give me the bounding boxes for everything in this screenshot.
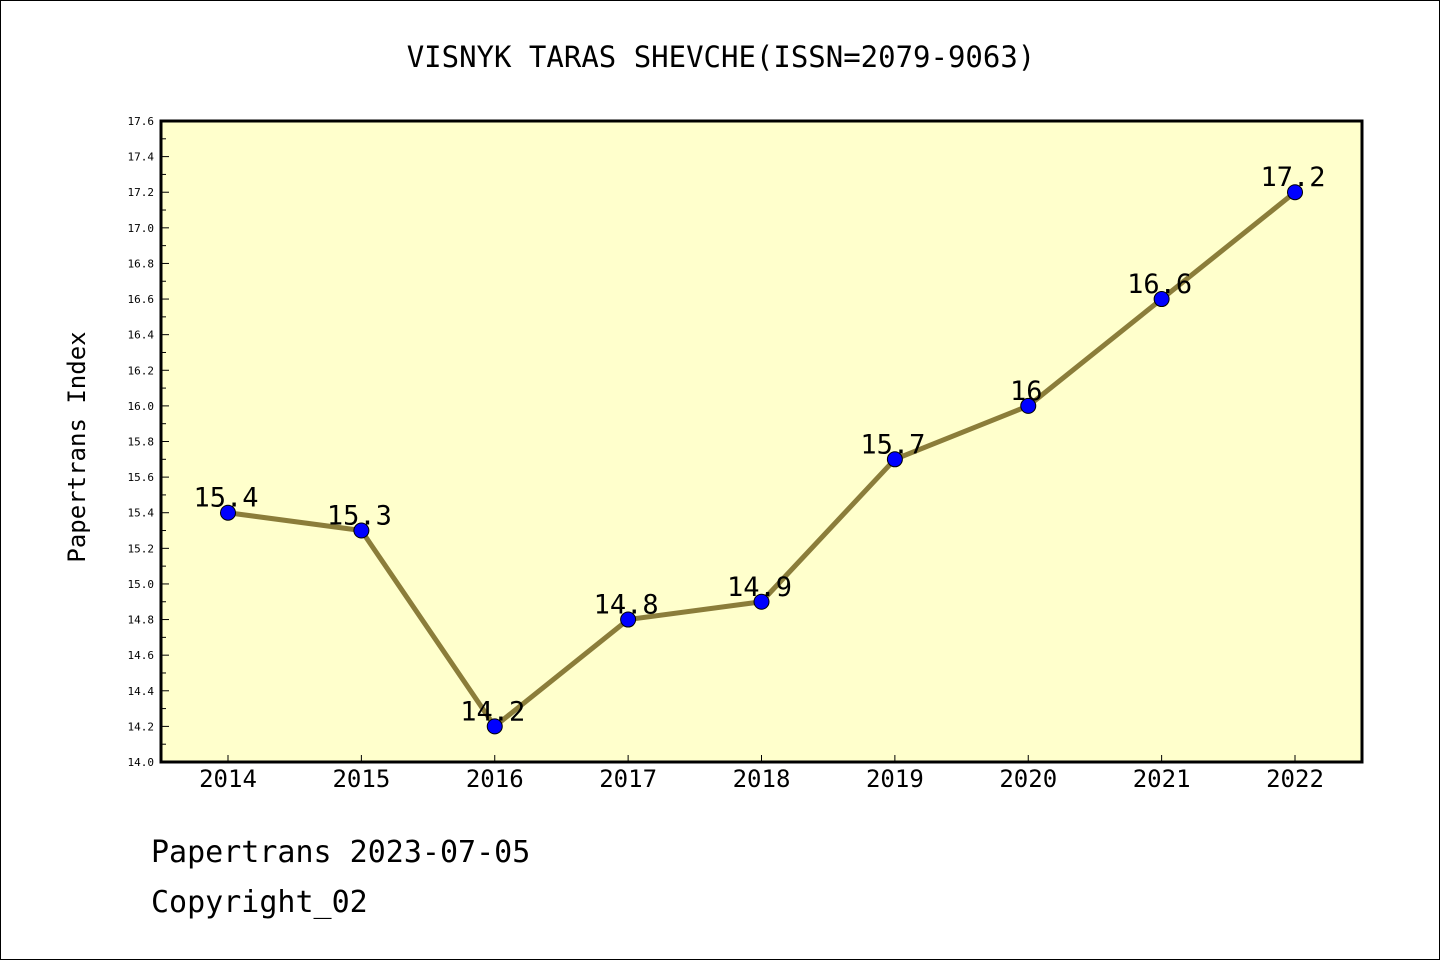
x-tick-label: 2016 — [466, 765, 524, 793]
data-label: 17.2 — [1260, 162, 1325, 193]
y-tick-label: 16.8 — [128, 257, 155, 270]
data-labels: 15.4 15.3 14.2 14.8 14.9 15.7 16 16.6 17.2 — [193, 162, 1325, 727]
x-tick-label: 2021 — [1133, 765, 1191, 793]
y-tick-label: 17.2 — [128, 186, 155, 199]
x-tick-label: 2019 — [866, 765, 924, 793]
footer-copyright: Copyright_02 — [151, 885, 368, 920]
y-tick-label: 17.0 — [128, 222, 155, 235]
y-tick-label: 14.6 — [128, 649, 155, 662]
x-tick-label: 2015 — [332, 765, 390, 793]
data-point — [620, 611, 637, 628]
y-tick-label: 17.4 — [128, 151, 155, 164]
plot-border — [159, 119, 1364, 764]
data-point — [1020, 397, 1037, 414]
data-point — [486, 718, 503, 735]
y-tick-label: 14.0 — [128, 756, 155, 769]
data-label: 16 — [1010, 376, 1043, 407]
data-point — [220, 504, 236, 521]
data-label: 14.8 — [594, 590, 659, 621]
y-tick-label: 15.6 — [128, 471, 155, 484]
data-point — [753, 593, 770, 610]
data-markers — [220, 184, 1303, 735]
y-tick-label: 16.6 — [128, 293, 155, 306]
data-point — [353, 522, 370, 539]
x-tick-label: 2018 — [733, 765, 791, 793]
data-label: 15.4 — [193, 483, 258, 514]
x-tick-label: 2020 — [999, 765, 1057, 793]
y-tick-label: 15.8 — [128, 436, 155, 449]
y-tick-label: 14.8 — [128, 614, 155, 627]
data-point — [1287, 184, 1303, 201]
data-label: 16.6 — [1127, 269, 1192, 300]
y-tick-label: 14.4 — [128, 685, 155, 698]
y-axis-label: Papertrans Index — [63, 331, 91, 562]
y-tick-label: 17.6 — [128, 115, 155, 128]
x-tick-label: 2022 — [1266, 765, 1324, 793]
chart-title: VISNYK TARAS SHEVCHE(ISSN=2079-9063) — [407, 40, 1036, 74]
y-tick-label: 15.4 — [128, 507, 155, 520]
data-point — [1153, 291, 1170, 308]
y-tick-label: 14.2 — [128, 720, 155, 733]
y-tick-label: 16.0 — [128, 400, 155, 413]
x-tick-label: 2017 — [599, 765, 657, 793]
x-tick-label: 2014 — [199, 765, 257, 793]
footer-date: Papertrans 2023-07-05 — [151, 835, 531, 870]
y-tick-label: 15.0 — [128, 578, 155, 591]
data-label: 15.3 — [327, 501, 392, 532]
x-axis-ticks: 2014 2015 2016 2017 2018 2019 2020 2021 2022 — [199, 755, 1324, 793]
data-label: 14.9 — [727, 572, 792, 603]
data-label: 15.7 — [860, 429, 925, 460]
y-tick-label: 16.4 — [128, 329, 155, 342]
data-label: 14.2 — [460, 696, 525, 727]
y-axis-ticks: 14.0 14.2 14.4 14.6 14.8 15.0 15.2 15.4 15.6 15.8… — [128, 115, 169, 769]
y-tick-label: 15.2 — [128, 542, 155, 555]
data-point — [886, 451, 903, 468]
plot-area — [161, 121, 1362, 762]
y-tick-label: 16.2 — [128, 364, 155, 377]
